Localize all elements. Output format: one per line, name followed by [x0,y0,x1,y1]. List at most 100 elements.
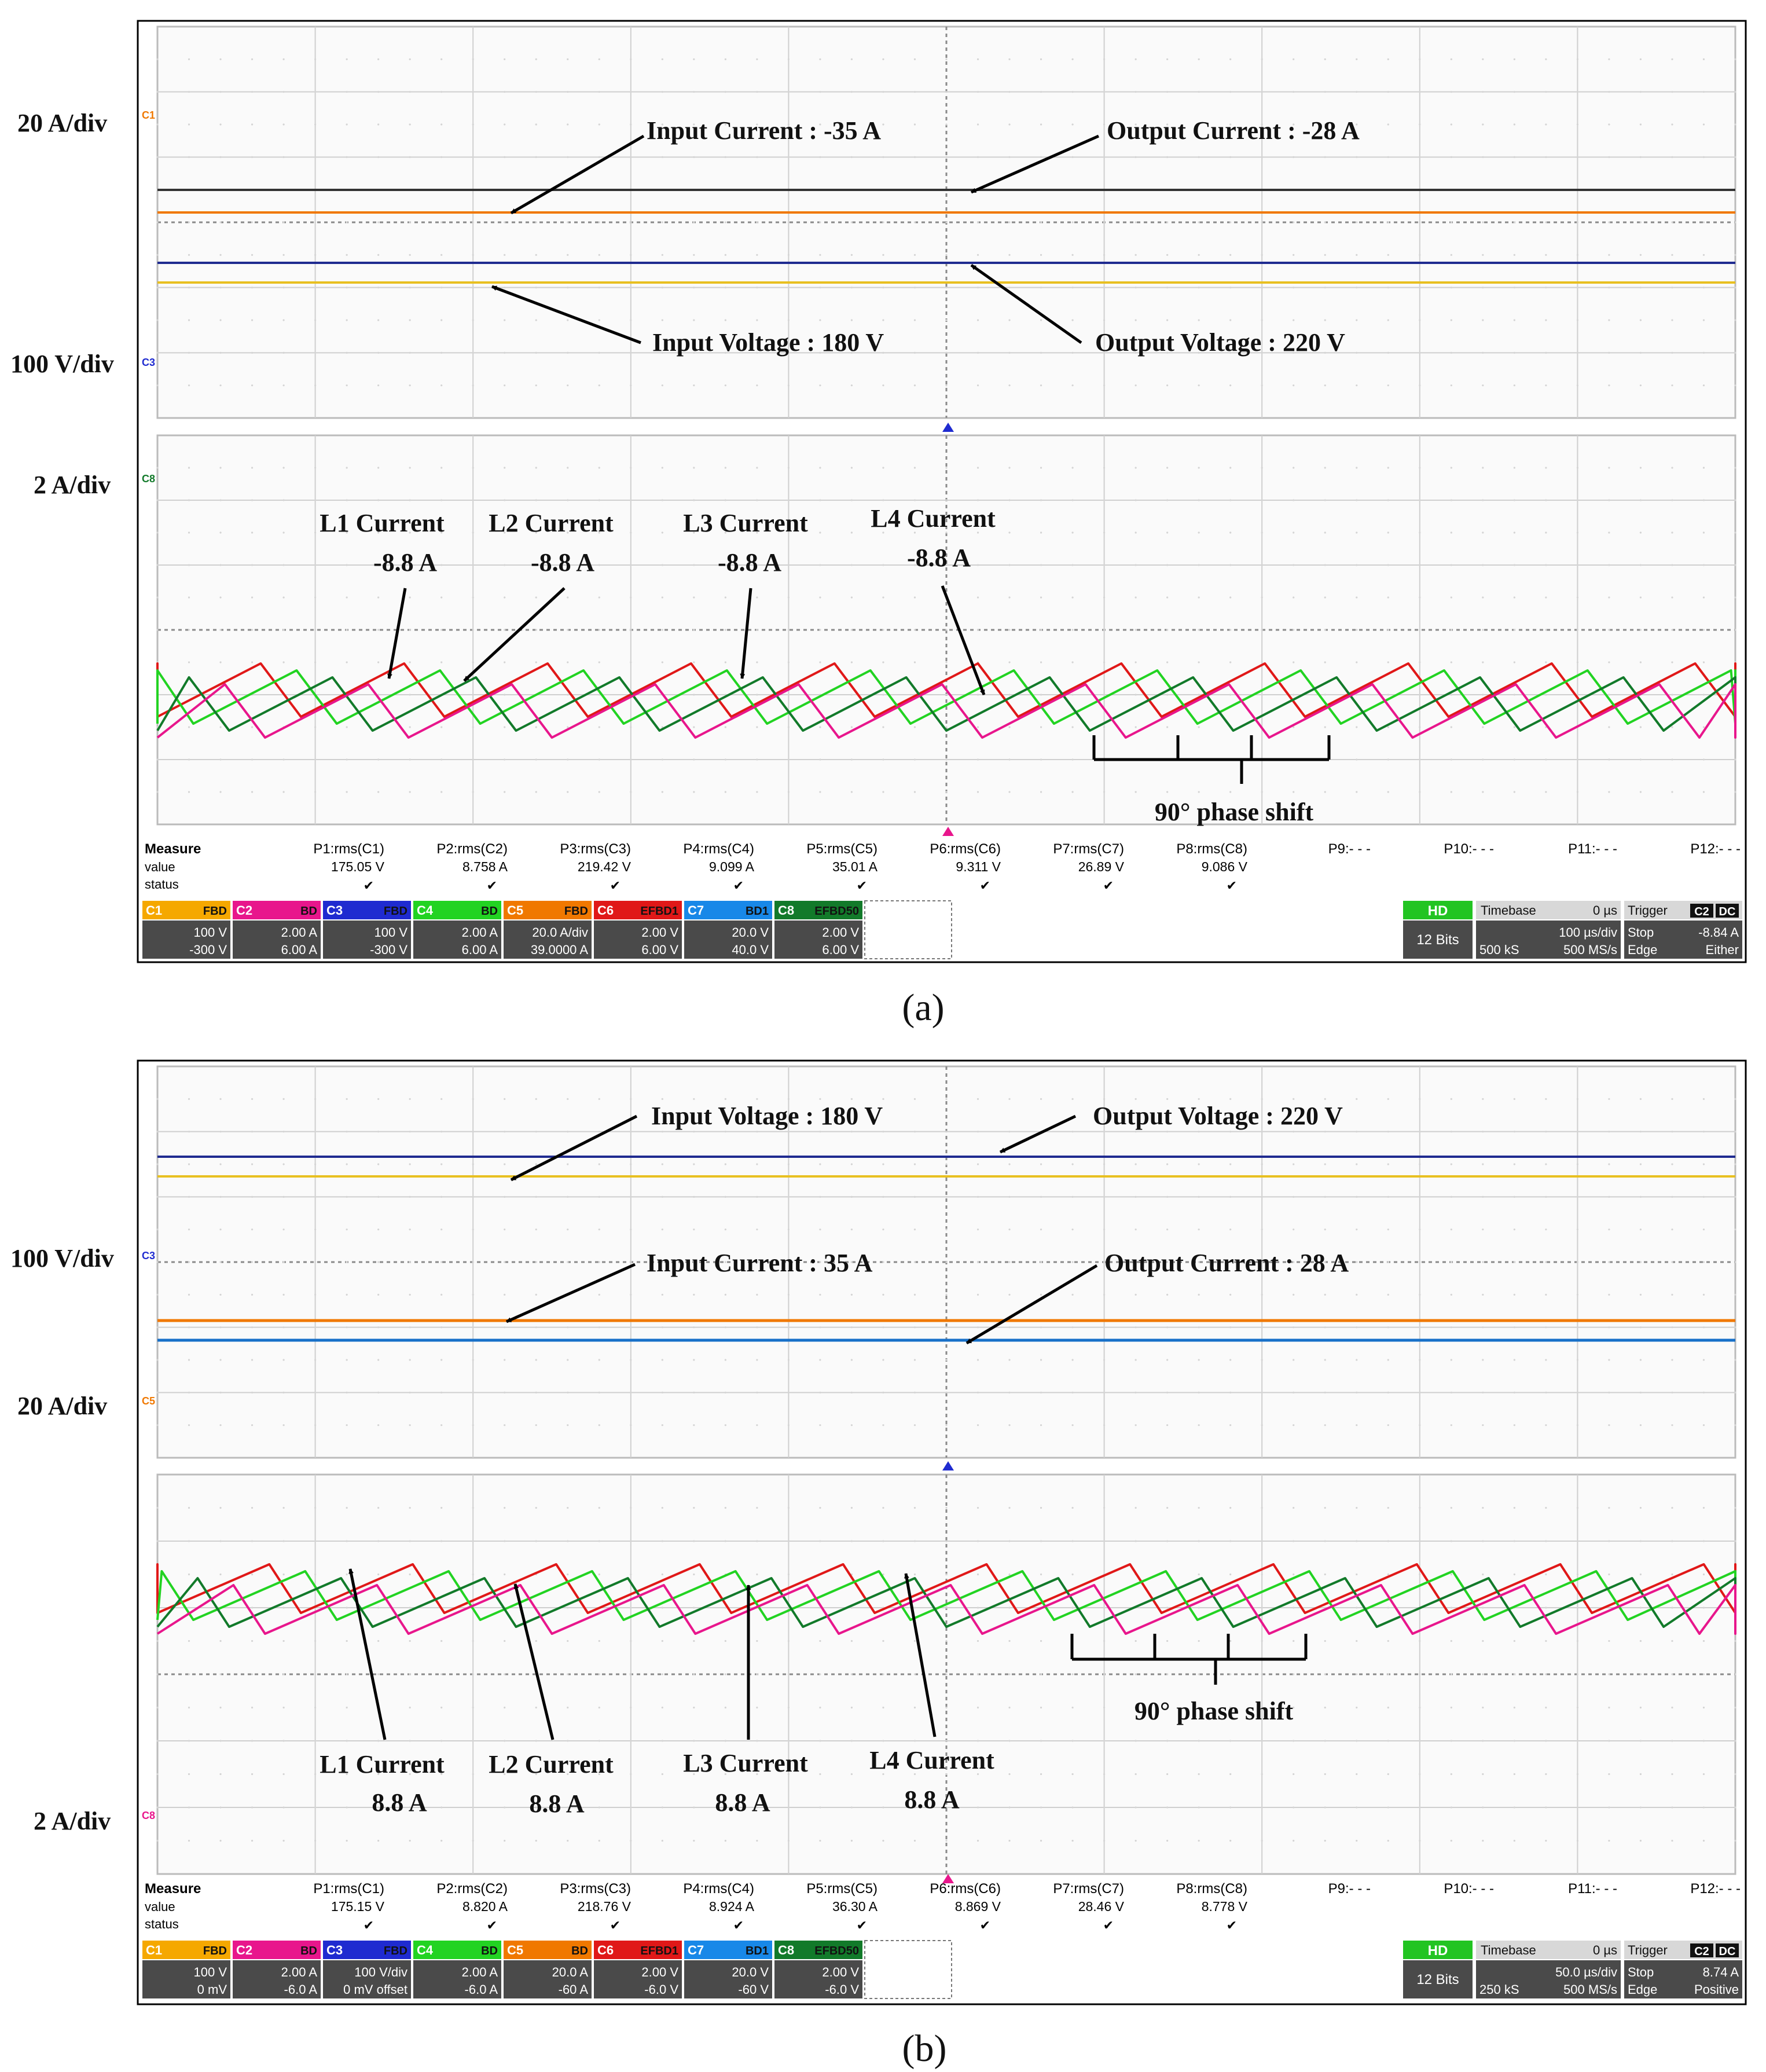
channel-body[interactable] [323,1960,411,1998]
grid-dot [1071,1261,1074,1263]
channel-name: C7 [688,1943,704,1957]
grid-dot [1040,1740,1042,1742]
channel-header[interactable] [413,1941,501,1959]
channel-body[interactable] [684,921,772,959]
grid-dot [188,1326,190,1329]
channel-body[interactable] [774,921,862,959]
channel-header[interactable] [233,1941,321,1959]
trigger-channel: C2 [1694,1945,1709,1958]
channel-header[interactable] [774,1941,862,1959]
channel-header[interactable] [504,1941,592,1959]
measure-status-check: ✔ [980,878,990,893]
grid-dot [724,254,726,256]
channel-header[interactable] [142,1941,230,1959]
grid-dot [724,287,726,289]
channel-header[interactable] [594,1941,682,1959]
grid-dot [1734,564,1736,566]
empty-channel-slot[interactable] [864,900,952,959]
channel-offset: -6.0 A [465,1982,498,1997]
grid-dot [251,1806,254,1809]
grid-dot [535,726,537,728]
timebase-header[interactable] [1476,901,1621,919]
timebase-body[interactable] [1476,921,1621,959]
grid-dot [188,156,190,158]
grid-dot [1639,1673,1642,1675]
grid-dot [567,1098,569,1100]
empty-channel-slot[interactable] [864,1940,952,1999]
channel-name: C6 [597,1943,614,1957]
grid-dot [1576,156,1578,158]
timebase-body[interactable] [1476,1960,1621,1998]
channel-header[interactable] [413,901,501,919]
grid-dot [945,1839,948,1842]
grid-dot [724,91,726,93]
grid-dot [535,1326,537,1329]
trigger-body[interactable] [1624,1960,1742,1998]
grid-dot [945,91,948,93]
channel-header[interactable] [504,901,592,919]
grid-dot [1103,1706,1106,1709]
grid-dot [1356,1673,1358,1675]
channel-body[interactable] [142,1960,230,1998]
channel-flags: FBD [384,1945,407,1957]
grid-dot [945,758,948,761]
grid-dot [1008,467,1011,469]
grid-dot [346,564,348,566]
channel-header[interactable] [684,1941,772,1959]
grid-dot [1545,221,1547,223]
grid-dot [1229,1228,1232,1231]
channel-header[interactable] [323,901,411,919]
grid-dot [1702,1773,1705,1776]
grid-dot [1702,1293,1705,1296]
channel-header[interactable] [684,901,772,919]
channel-header[interactable] [142,901,230,919]
channel-header[interactable] [233,901,321,919]
grid-dot [188,629,190,631]
channel-body[interactable] [233,1960,321,1998]
grid-dot [598,661,600,663]
grid-dot [1513,123,1515,126]
grid-dot [1229,694,1232,696]
grid-dot [1734,1163,1736,1165]
grid-dot [156,1391,159,1393]
grid-dot [945,467,948,469]
channel-header[interactable] [594,901,682,919]
channel-header[interactable] [774,901,862,919]
grid-dot [693,1640,695,1642]
timebase-div: 100 µs/div [1559,925,1617,940]
channel-body[interactable] [774,1960,862,1998]
channel-header[interactable] [323,1941,411,1959]
grid-dot [409,1359,411,1361]
grid-dot [409,726,411,728]
grid-dot [630,221,632,223]
grid-dot [1229,1326,1232,1329]
grid-dot [1702,1573,1705,1576]
grid-dot [976,596,979,599]
grid-dot [535,1131,537,1133]
grid-dot [756,1740,758,1742]
trigger-body[interactable] [1624,921,1742,959]
channel-body[interactable] [594,1960,682,1998]
channel-body[interactable] [594,921,682,959]
grid-dot [1293,1806,1295,1809]
grid-dot [882,1640,884,1642]
grid-dot [156,1506,159,1509]
channel-body[interactable] [142,921,230,959]
channel-body[interactable] [413,921,501,959]
channel-body[interactable] [504,1960,592,1998]
grid-dot [1040,1673,1042,1675]
grid-dot [314,384,317,387]
grid-dot [1166,531,1169,534]
channel-body[interactable] [323,921,411,959]
grid-dot [1166,1506,1169,1509]
grid-dot [535,791,537,793]
grid-dot [756,1424,758,1426]
channel-body[interactable] [233,921,321,959]
channel-body[interactable] [413,1960,501,1998]
channel-body[interactable] [504,921,592,959]
channel-body[interactable] [684,1960,772,1998]
grid-dot [1135,791,1137,793]
grid-dot [976,629,979,631]
grid-dot [913,91,916,93]
timebase-header[interactable] [1476,1941,1621,1959]
